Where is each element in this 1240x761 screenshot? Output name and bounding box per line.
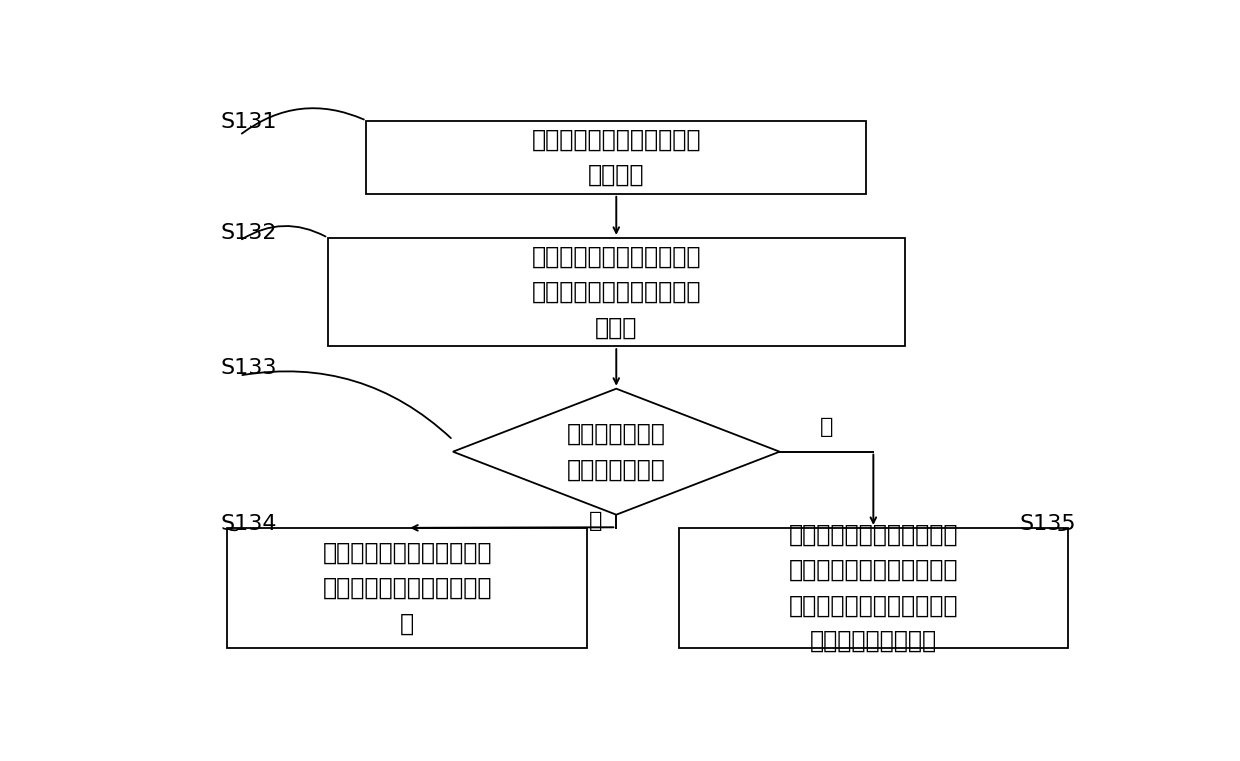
Text: S134: S134 <box>221 514 277 534</box>
Text: S133: S133 <box>221 358 277 378</box>
Polygon shape <box>453 389 780 514</box>
Text: 否: 否 <box>589 511 601 531</box>
Text: S132: S132 <box>221 223 277 244</box>
Text: 是: 是 <box>820 417 833 437</box>
Text: 调整发动机的可变气门正时
组合为目标可变气门正时组
合: 调整发动机的可变气门正时 组合为目标可变气门正时组 合 <box>322 540 492 635</box>
Text: S131: S131 <box>221 112 277 132</box>
Text: 计算当前可变气门正时组合
与目标可变气门正时组合的
相位差: 计算当前可变气门正时组合 与目标可变气门正时组合的 相位差 <box>532 244 701 339</box>
FancyBboxPatch shape <box>367 121 866 194</box>
Text: 判断相位差是否
超过预设相位差: 判断相位差是否 超过预设相位差 <box>567 422 666 482</box>
Text: 获取发动机的当前可变气门
正时组合: 获取发动机的当前可变气门 正时组合 <box>532 128 701 187</box>
Text: S135: S135 <box>1019 514 1075 534</box>
FancyBboxPatch shape <box>678 528 1068 648</box>
FancyBboxPatch shape <box>227 528 588 648</box>
Text: 按照预设步长调整发动机的
可变气门正时组合，直到当
前可变气门正时组合达到目
标可变气门正时组合: 按照预设步长调整发动机的 可变气门正时组合，直到当 前可变气门正时组合达到目 标… <box>789 523 959 653</box>
FancyBboxPatch shape <box>327 237 905 346</box>
